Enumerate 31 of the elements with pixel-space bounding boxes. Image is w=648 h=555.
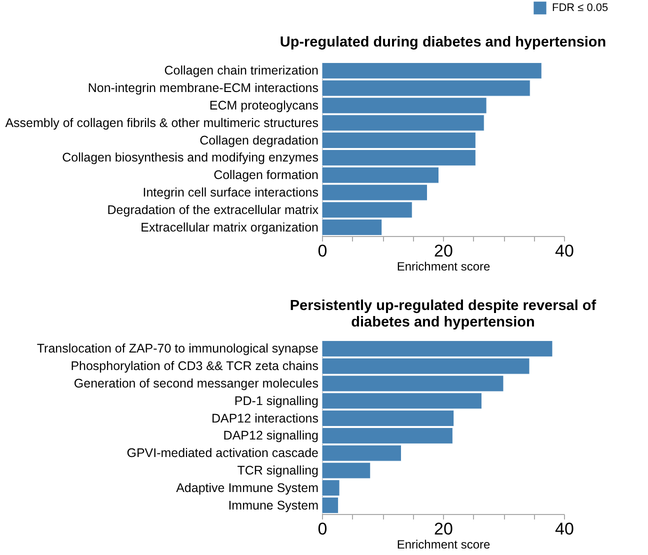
x-tick-label: 0 xyxy=(318,242,328,260)
y-tick-label: Collagen chain trimerization xyxy=(164,64,319,78)
x-tick-label: 20 xyxy=(434,520,453,538)
x-tick-label: 20 xyxy=(434,242,453,260)
y-tick-label: Immune System xyxy=(228,498,318,512)
legend-label: FDR ≤ 0.05 xyxy=(552,2,608,14)
y-tick-label: Collagen biosynthesis and modifying enzymes xyxy=(62,150,318,165)
y-tick-label: Collagen degradation xyxy=(200,133,319,148)
y-tick-label: GPVI-mediated activation cascade xyxy=(126,446,319,460)
chart-title: Up-regulated during diabetes and hypertension xyxy=(280,34,606,50)
x-tick-label: 40 xyxy=(555,520,574,538)
y-tick-label: ECM proteoglycans xyxy=(209,98,318,112)
y-tick-label: TCR signalling xyxy=(237,464,319,478)
x-tick-label: 0 xyxy=(318,520,328,538)
x-axis-title: Enrichment score xyxy=(396,538,491,552)
y-tick-label: Phosphorylation of CD3 && TCR zeta chains xyxy=(70,359,318,374)
y-tick-label: Extracellular matrix organization xyxy=(140,220,319,234)
y-tick-label: Collagen formation xyxy=(214,168,319,182)
y-tick-label: PD-1 signalling xyxy=(234,394,319,408)
y-tick-label: Integrin cell surface interactions xyxy=(142,186,318,200)
y-tick-label: Generation of second messanger molecules xyxy=(74,376,318,390)
x-tick-label: 40 xyxy=(555,242,574,260)
y-tick-label: Adaptive Immune System xyxy=(176,480,318,495)
y-tick-label: Assembly of collagen fibrils & other multimeric structures xyxy=(5,116,318,130)
y-tick-label: DAP12 signalling xyxy=(223,428,319,443)
chart-title: Persistently up-regulated despite reversal of diabetes and hypertension xyxy=(290,298,596,330)
y-tick-label: Degradation of the extracellular matrix xyxy=(107,202,320,217)
y-tick-label: DAP12 interactions xyxy=(211,411,318,426)
x-axis-title: Enrichment score xyxy=(396,260,491,274)
y-tick-label: Non-integrin membrane-ECM interactions xyxy=(88,81,318,96)
y-tick-label: Translocation of ZAP-70 to immunological synapse xyxy=(36,342,319,356)
